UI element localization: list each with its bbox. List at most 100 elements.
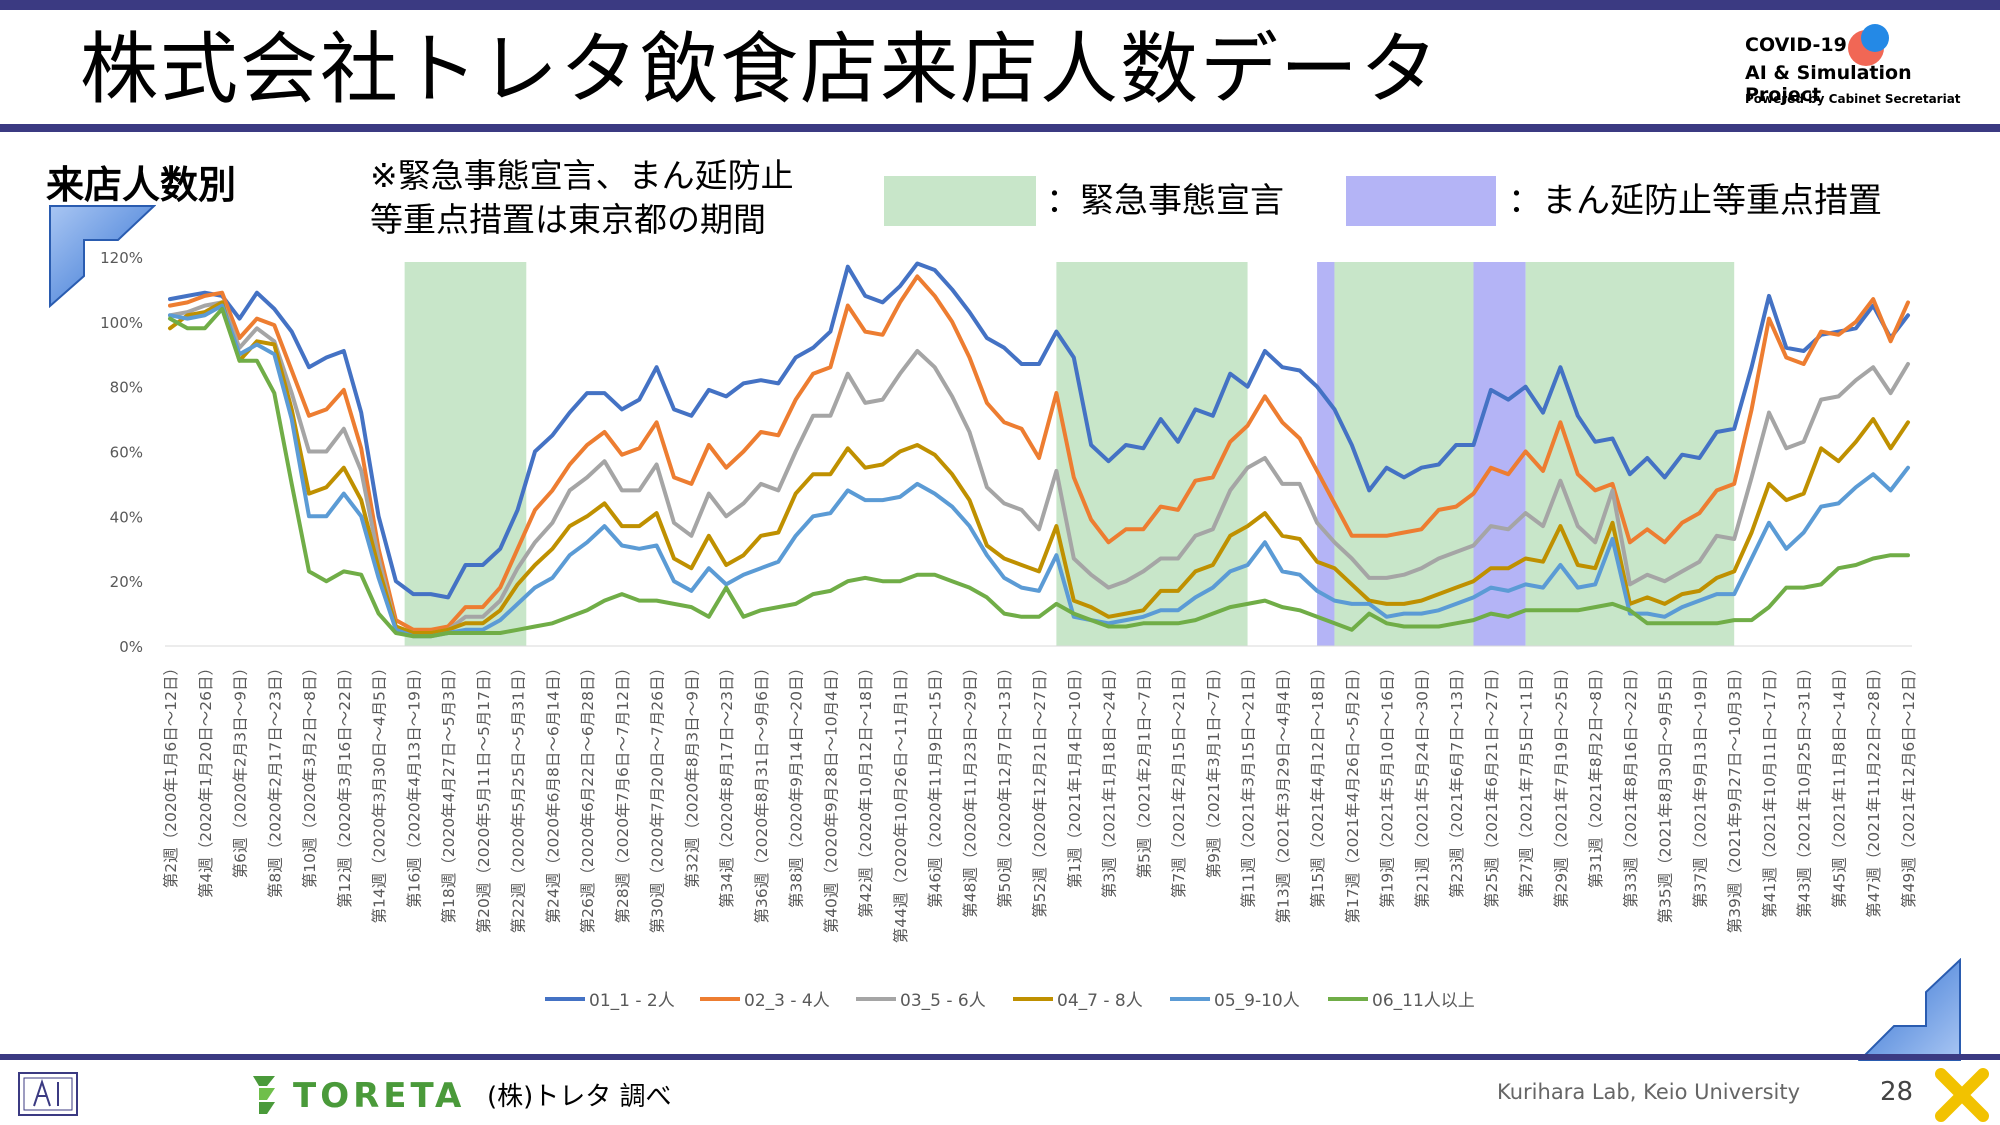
covid-logo-line3: Powered by Cabinet Secretariat <box>1745 92 1961 106</box>
series-line-4 <box>168 300 1910 635</box>
manen-legend-swatch <box>1346 176 1496 226</box>
x-tick-label: 第1週（2021年1月4日～10日） <box>1066 660 1084 888</box>
x-tick-label: 第35週（2021年8月30日～9月5日） <box>1657 660 1675 923</box>
manen-band <box>1473 262 1526 646</box>
x-tick-label: 第19週（2021年5月10日～16日） <box>1379 660 1397 908</box>
page-title: 株式会社トレタ飲食店来店人数データ <box>80 25 1441 115</box>
series-line-5 <box>168 303 1910 639</box>
line-chart: 0% 20% 40% 60% 80% 100% 120% 第2週（2020年1月6日～12日… <box>100 249 1918 1011</box>
x-tick-label: 第34週（2020年8月17日～23日） <box>718 660 736 908</box>
lab-credit: Kurihara Lab, Keio University <box>1497 1080 1801 1104</box>
x-tick-label: 第11週（2021年3月15日～21日） <box>1240 660 1258 908</box>
chart-series <box>168 261 1910 639</box>
x-tick-label: 第9週（2021年3月1日～7日） <box>1205 660 1223 878</box>
series-line-6 <box>168 306 1910 639</box>
data-source: (株)トレタ 調べ <box>487 1082 672 1112</box>
x-tick-label: 第36週（2020年8月31日～9月6日） <box>753 660 771 923</box>
x-tick-label: 第10週（2020年3月2日～8日） <box>301 660 319 888</box>
series-line-1 <box>168 261 1910 600</box>
x-tick-label: 第43週（2021年10月25日～31日） <box>1796 660 1814 918</box>
x-tick-label: 第14週（2020年3月30日～4月5日） <box>371 660 389 923</box>
x-tick-label: 第45週（2021年11月8日～14日） <box>1831 660 1849 908</box>
x-tick-label: 第22週（2020年5月25日～5月31日） <box>510 660 528 933</box>
x-tick-label: 第30週（2020年7月20日～7月26日） <box>649 660 667 933</box>
legend-label: 03_5 - 6人 <box>900 991 986 1011</box>
y-tick-label: 80% <box>110 379 143 397</box>
covid-logo-line2: AI & Simulation Project <box>1745 62 1912 106</box>
x-tick-label: 第7週（2021年2月15日～21日） <box>1170 660 1188 898</box>
x-tick-label: 第52週（2020年12月21日～27日） <box>1031 660 1049 918</box>
x-tick-label: 第21週（2021年5月24日～30日） <box>1413 660 1431 908</box>
footer-divider-bar <box>0 1054 2000 1060</box>
chart-bands <box>404 262 1735 646</box>
corner-decoration-right-icon <box>1858 958 1961 1061</box>
chart-y-axis: 0% 20% 40% 60% 80% 100% 120% <box>100 249 1912 656</box>
manen-legend-label: ：まん延防止等重点措置 <box>1508 181 1882 221</box>
chart-x-axis: 第2週（2020年1月6日～12日） 第4週（2020年1月20日～26日） 第6週… <box>162 660 1918 943</box>
x-tick-label: 第44週（2020年10月26日～11月1日） <box>892 660 910 943</box>
x-tick-label: 第17週（2021年4月26日～5月2日） <box>1344 660 1362 923</box>
covid-project-logo: COVID-19 AI & Simulation Project Powered… <box>1745 24 1985 112</box>
period-note-line1: ※緊急事態宣言、まん延防止 <box>370 156 794 195</box>
emergency-band <box>404 262 527 646</box>
x-tick-label: 第6週（2020年2月3日～9日） <box>232 660 250 878</box>
legend-label: 05_9-10人 <box>1214 991 1300 1011</box>
x-tick-label: 第18週（2020年4月27日～5月3日） <box>440 660 458 923</box>
x-tick-label: 第40週（2020年9月28日～10月4日） <box>822 660 840 933</box>
x-tick-label: 第20週（2020年5月11日～5月17日） <box>475 660 493 933</box>
x-tick-label: 第32週（2020年8月3日～9日） <box>683 660 701 888</box>
emergency-band <box>1056 262 1248 646</box>
x-tick-label: 第38週（2020年9月14日～20日） <box>788 660 806 908</box>
period-note: ※緊急事態宣言、まん延防止 等重点措置は東京都の期間 <box>370 154 794 242</box>
y-tick-label: 20% <box>110 573 143 591</box>
x-tick-label: 第15週（2021年4月12日～18日） <box>1309 660 1327 908</box>
x-tick-label: 第2週（2020年1月6日～12日） <box>162 660 180 888</box>
x-tick-label: 第49週（2021年12月6日～12日） <box>1900 660 1918 908</box>
corner-decoration-left-icon <box>49 205 156 308</box>
cross-mark-icon <box>1935 1068 1989 1122</box>
legend-label: 06_11人以上 <box>1372 991 1475 1011</box>
legend-label: 04_7 - 8人 <box>1057 991 1143 1011</box>
x-tick-label: 第27週（2021年7月5日～11日） <box>1518 660 1536 898</box>
x-tick-label: 第5週（2021年2月1日～7日） <box>1135 660 1153 878</box>
x-tick-label: 第37週（2021年9月13日～19日） <box>1691 660 1709 908</box>
chart-legend: 01_1 - 2人 02_3 - 4人 03_5 - 6人 04_7 - 8人 05_9… <box>545 991 1475 1011</box>
x-tick-label: 第47週（2021年11月22日～28日） <box>1865 660 1883 918</box>
x-tick-label: 第23週（2021年6月7日～13日） <box>1448 660 1466 898</box>
x-tick-label: 第29週（2021年7月19日～25日） <box>1552 660 1570 908</box>
page-number: 28 <box>1880 1077 1914 1107</box>
x-tick-label: 第16週（2020年4月13日～19日） <box>405 660 423 908</box>
toreta-logo: TORETA <box>245 1072 461 1118</box>
emergency-legend-label: ：緊急事態宣言 <box>1046 181 1284 221</box>
y-tick-label: 40% <box>110 508 143 526</box>
lab-logo-icon <box>18 1072 78 1116</box>
x-tick-label: 第8週（2020年2月17日～23日） <box>266 660 284 898</box>
toreta-logo-text: TORETA <box>293 1076 466 1116</box>
x-tick-label: 第24週（2020年6月8日～6月14日） <box>544 660 562 923</box>
emergency-legend-swatch <box>884 176 1036 226</box>
logo-blue-dot-icon <box>1861 24 1889 52</box>
x-tick-label: 第26週（2020年6月22日～6月28日） <box>579 660 597 933</box>
x-tick-label: 第48週（2020年11月23日～29日） <box>962 660 980 918</box>
top-frame-bar <box>0 0 2000 10</box>
covid-logo-line1: COVID-19 <box>1745 34 1847 56</box>
series-line-3 <box>168 300 1910 635</box>
x-tick-label: 第13週（2021年3月29日～4月4日） <box>1274 660 1292 923</box>
legend-label: 01_1 - 2人 <box>589 991 675 1011</box>
x-tick-label: 第31週（2021年8月2日～8日） <box>1587 660 1605 888</box>
x-tick-label: 第41週（2021年10月11日～17日） <box>1761 660 1779 918</box>
y-tick-label: 0% <box>119 638 143 656</box>
x-tick-label: 第39週（2021年9月27日～10月3日） <box>1726 660 1744 933</box>
period-note-line2: 等重点措置は東京都の期間 <box>370 200 766 239</box>
legend-label: 02_3 - 4人 <box>744 991 830 1011</box>
y-tick-label: 60% <box>110 444 143 462</box>
x-tick-label: 第28週（2020年7月6日～7月12日） <box>614 660 632 923</box>
x-tick-label: 第42週（2020年10月12日～18日） <box>857 660 875 918</box>
x-tick-label: 第50週（2020年12月7日～13日） <box>996 660 1014 908</box>
series-line-2 <box>168 274 1910 632</box>
x-tick-label: 第46週（2020年11月9日～15日） <box>927 660 945 908</box>
x-tick-label: 第3週（2021年1月18日～24日） <box>1101 660 1119 898</box>
x-tick-label: 第4週（2020年1月20日～26日） <box>197 660 215 898</box>
toreta-mark-icon <box>253 1076 275 1114</box>
manen-band <box>1317 262 1335 646</box>
